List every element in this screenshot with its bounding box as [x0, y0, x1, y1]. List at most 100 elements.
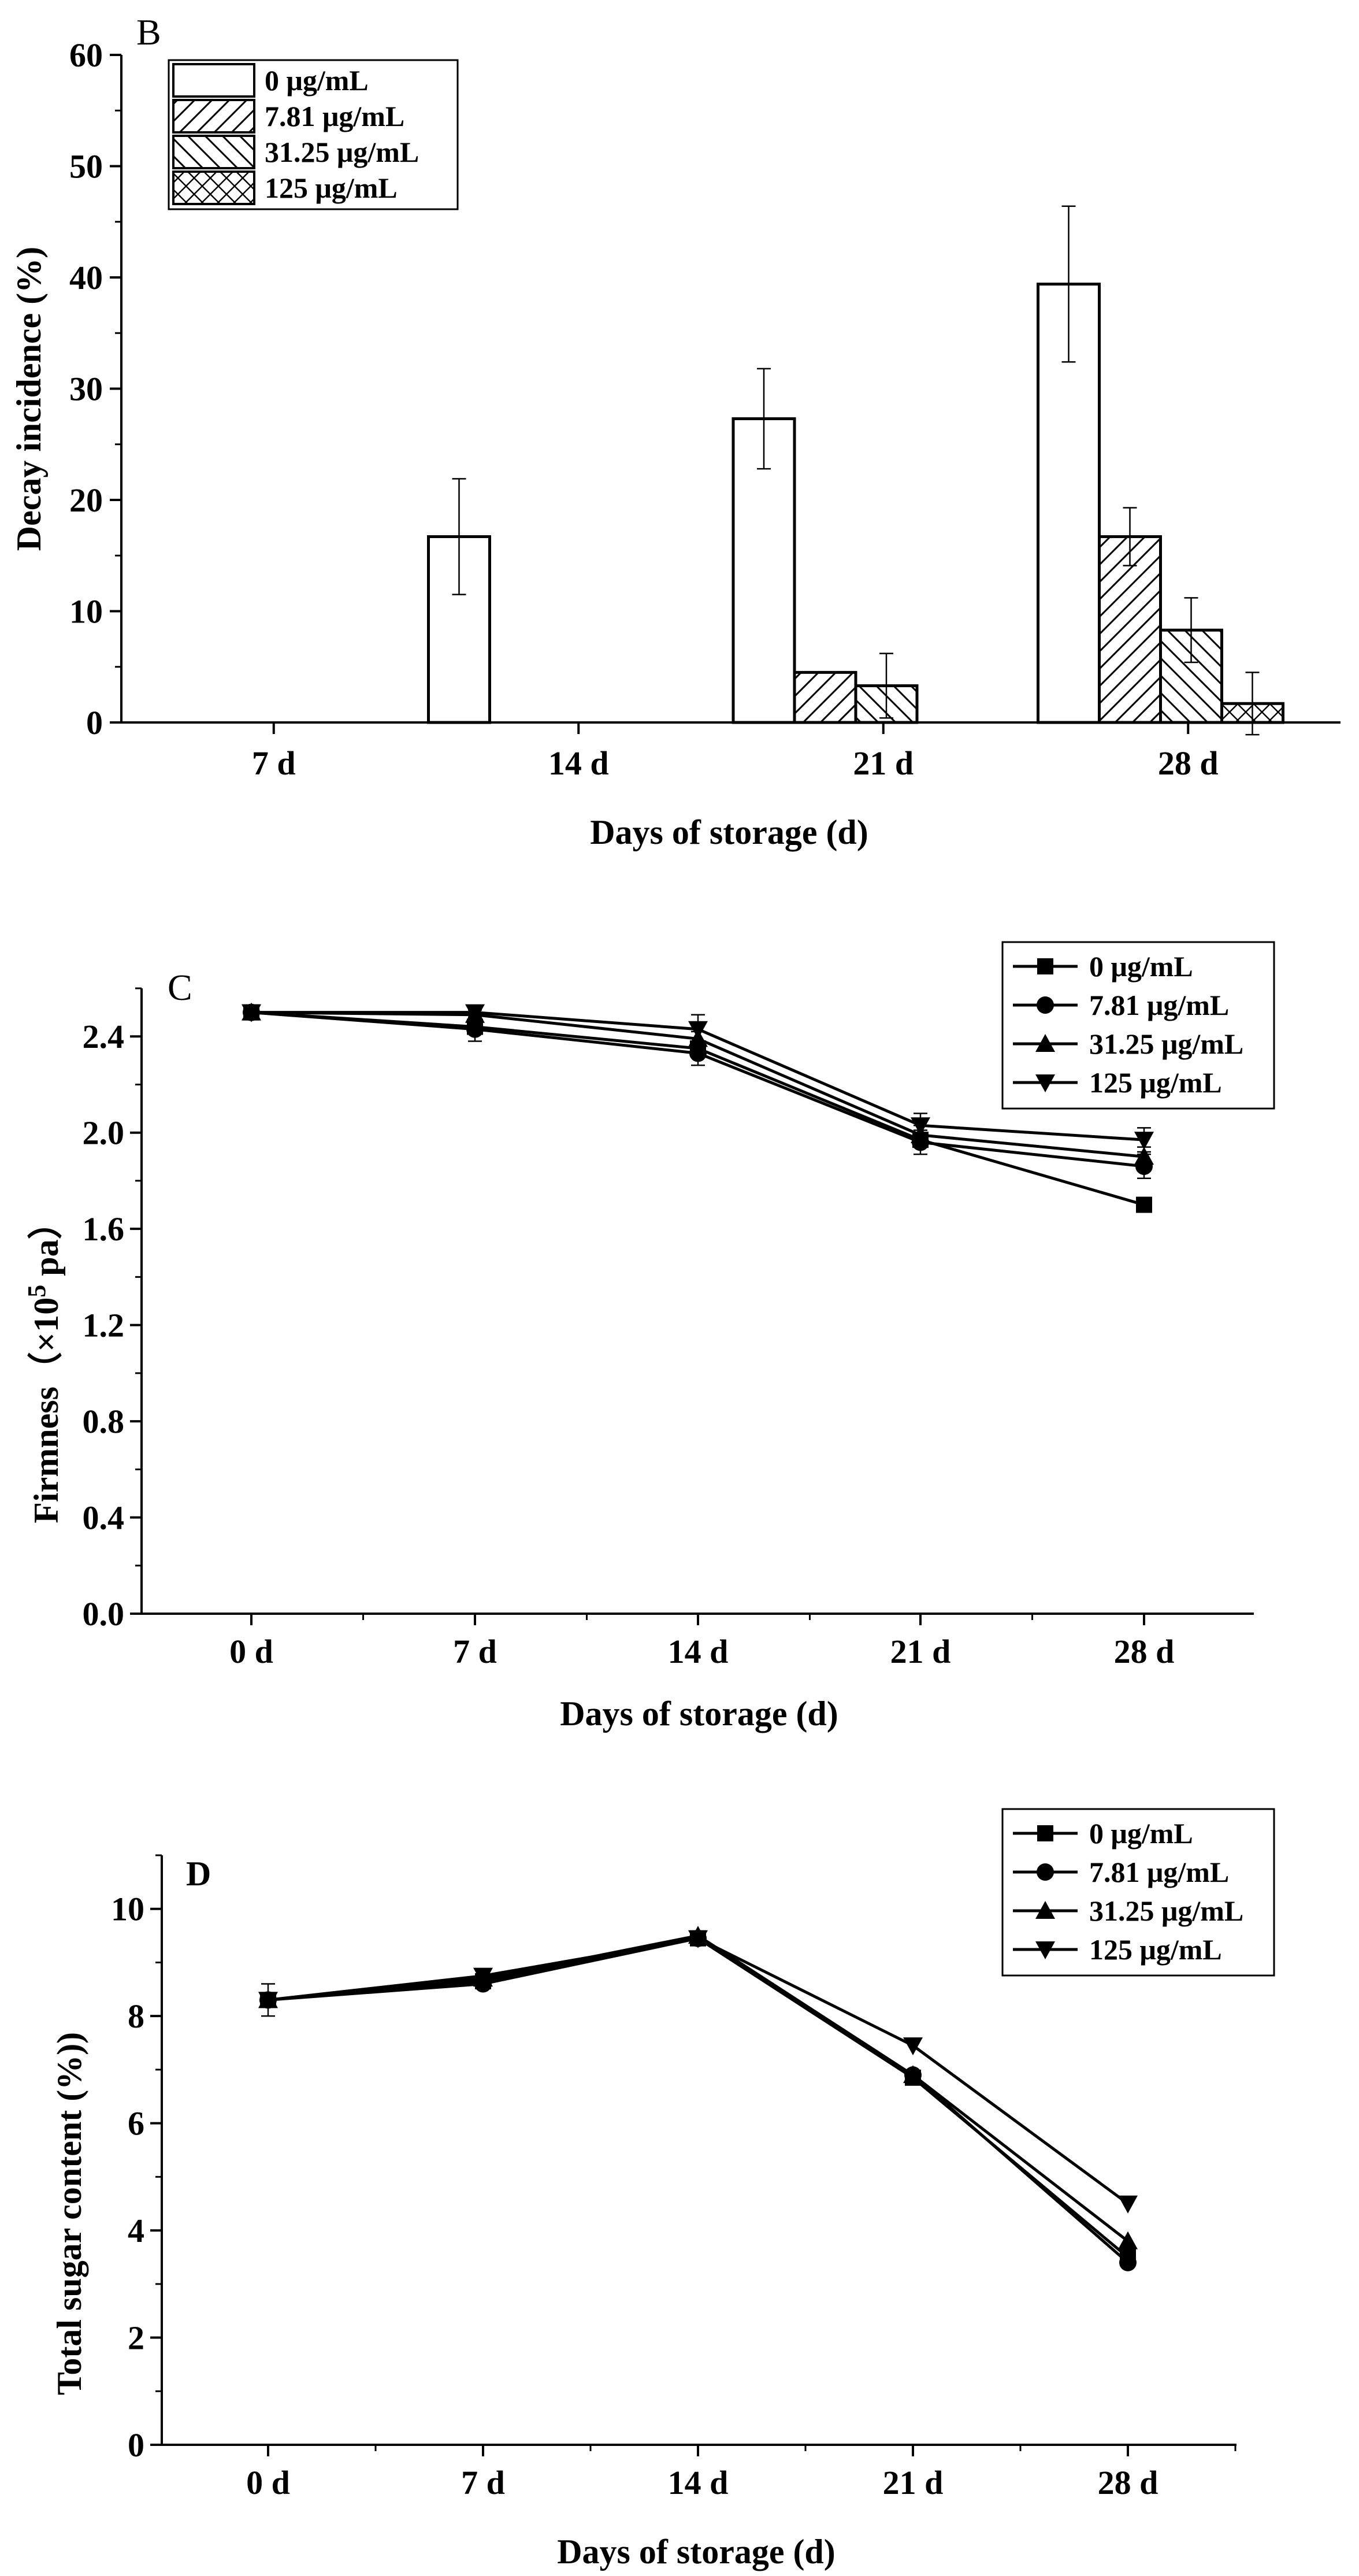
point-125-g-ml-0-d	[258, 1992, 278, 2010]
panel-c-y-tick-label: 0.0	[83, 1595, 125, 1633]
panel-b-x-axis-title: Days of storage (d)	[590, 813, 868, 851]
panel-b-y-tick-label: 0	[86, 704, 103, 742]
panel-b-axes: 0 10 20 30 40 50 60 7 d 14 d 21 d 28 d	[69, 36, 1341, 782]
legend-marker-125-g-ml	[1035, 1941, 1055, 1959]
panel-d-axes: 0 2 4 6 8 10 0 d 7 d 14 d 21 d 28 d	[111, 1854, 1237, 2501]
panel-d-x-tick-label: 28 d	[1098, 2464, 1159, 2501]
line-31-25-g-ml	[268, 1934, 1129, 2243]
panel-b-x-tick-label: 14 d	[548, 744, 609, 782]
panel-b-x-tick-label: 21 d	[853, 744, 914, 782]
legend-label-0-g-ml: 0 μg/mL	[265, 64, 369, 97]
panel-d-chart: D 0 2 4 6 8 10 0 d 7 d 14 d 21 d 28 d 0 μg/mL 7.81 …	[50, 1808, 1275, 2571]
panel-b-y-tick-label: 30	[69, 370, 103, 408]
legend-marker-7-81-g-ml	[1037, 996, 1054, 1014]
panel-b-y-tick-label: 10	[69, 593, 103, 631]
panel-d-y-tick-label: 0	[128, 2426, 144, 2464]
legend-label-125-g-ml: 125 μg/mL	[1089, 1933, 1222, 1966]
panel-c-x-tick-label: 14 d	[668, 1633, 729, 1670]
legend-swatch-7-81-g-ml	[172, 99, 255, 134]
legend-marker-0-g-ml	[1037, 1825, 1053, 1841]
panel-d-legend: 0 μg/mL 7.81 μg/mL 31.25 μg/mL 125 μg/mL	[1001, 1808, 1275, 1977]
panel-c-y-tick-label: 2.0	[83, 1114, 125, 1152]
panel-b-y-tick-label: 20	[69, 481, 103, 519]
panel-c-y-axis-title-unit: pa）	[27, 1204, 65, 1284]
panel-c-y-tick-label: 1.6	[83, 1210, 125, 1248]
bar-7-81-g-ml-28-d	[1098, 535, 1162, 724]
bar-0-g-ml-14-d	[427, 535, 491, 724]
legend-label-31-25-g-ml: 31.25 μg/mL	[1089, 1895, 1243, 1927]
legend-marker-0-g-ml	[1037, 958, 1053, 974]
point-0-g-ml-28-d	[1136, 1196, 1152, 1213]
point-7-81-g-ml-28-d	[1119, 2253, 1137, 2271]
panel-c-series	[242, 1002, 1154, 1213]
legend-swatch-125-g-ml	[172, 171, 255, 205]
line-125-g-ml	[268, 1937, 1129, 2205]
point-31-25-g-ml-21-d	[903, 2065, 923, 2084]
panel-c-axes: 0.0 0.4 0.8 1.2 1.6 2.0 2.4 0 d 7 d 14 d 21 d 28 d	[83, 987, 1254, 1670]
panel-c-letter: C	[168, 967, 192, 1008]
panel-b-legend: 0 μg/mL7.81 μg/mL 31.25 μg/mL 125 μg/mL	[168, 59, 459, 210]
panel-d-y-tick-label: 4	[128, 2212, 144, 2249]
point-125-g-ml-28-d	[1134, 1132, 1154, 1150]
point-7-81-g-ml-14-d	[689, 1044, 707, 1062]
panel-d-x-tick-label: 14 d	[668, 2464, 729, 2501]
panel-c-x-tick-label: 7 d	[453, 1633, 497, 1670]
panel-c-y-tick-label: 0.8	[83, 1403, 125, 1440]
panel-d-x-tick-label: 21 d	[883, 2464, 944, 2501]
panel-c-y-axis-title: Firmness（×105 pa）	[23, 1204, 65, 1523]
point-125-g-ml-7-d	[473, 1967, 493, 1986]
panel-d-x-axis-title: Days of storage (d)	[557, 2533, 836, 2571]
point-125-g-ml-14-d	[688, 1930, 708, 1948]
panel-d-x-tick-label: 0 d	[246, 2464, 290, 2501]
point-125-g-ml-21-d	[911, 1117, 930, 1136]
panel-c-chart: C 0.0 0.4 0.8 1.2 1.6 2.0 2.4 0 d 7 d 14 d 21 d 28 …	[23, 941, 1275, 1733]
legend-label-7-81-g-ml: 7.81 μg/mL	[265, 100, 404, 132]
point-31-25-g-ml-28-d	[1118, 2231, 1138, 2249]
panel-d-y-tick-label: 2	[128, 2319, 144, 2357]
panel-c-y-tick-label: 2.4	[83, 1018, 125, 1055]
point-125-g-ml-14-d	[688, 1021, 708, 1039]
legend-marker-125-g-ml	[1035, 1074, 1055, 1092]
point-7-81-g-ml-7-d	[466, 1020, 484, 1038]
panel-b-y-axis-title: Decay incidence (%)	[10, 247, 48, 551]
panel-c-y-axis-title-main: Firmness（×10	[27, 1298, 65, 1524]
legend-label-31-25-g-ml: 31.25 μg/mL	[1089, 1028, 1243, 1060]
panel-c-y-tick-label: 1.2	[83, 1307, 125, 1344]
legend-marker-31-25-g-ml	[1035, 1034, 1055, 1052]
panel-c-y-axis-title-exponent: 5	[23, 1285, 51, 1298]
panel-b-y-tick-label: 40	[69, 259, 103, 296]
legend-label-7-81-g-ml: 7.81 μg/mL	[1089, 989, 1229, 1021]
panel-d-y-tick-label: 8	[128, 1997, 144, 2035]
panel-b-letter: B	[136, 12, 161, 53]
legend-label-7-81-g-ml: 7.81 μg/mL	[1089, 1856, 1229, 1888]
point-31-25-g-ml-28-d	[1134, 1147, 1154, 1165]
panel-c-y-tick-label: 0.4	[83, 1499, 125, 1537]
point-125-g-ml-28-d	[1118, 2195, 1138, 2214]
panel-b-y-tick-label: 60	[69, 36, 103, 74]
panel-c-x-tick-label: 0 d	[229, 1633, 273, 1670]
panel-b-x-tick-label: 7 d	[252, 744, 296, 782]
legend-label-0-g-ml: 0 μg/mL	[1089, 950, 1193, 983]
panel-c-x-tick-label: 28 d	[1114, 1633, 1175, 1670]
legend-marker-31-25-g-ml	[1035, 1901, 1055, 1919]
panel-b-chart: B 0 10 20 30 40 50 60 7 d 14 d 21 d 28 d 0 μg/mL7.…	[10, 12, 1341, 851]
bar-7-81-g-ml-21-d	[793, 670, 857, 724]
panel-d-y-axis-title: Total sugar content (%))	[50, 2032, 88, 2395]
panel-d-series	[258, 1926, 1138, 2271]
legend-label-125-g-ml: 125 μg/mL	[1089, 1066, 1222, 1099]
panel-c-legend: 0 μg/mL 7.81 μg/mL 31.25 μg/mL 125 μg/mL	[1001, 941, 1275, 1110]
legend-marker-7-81-g-ml	[1037, 1863, 1054, 1881]
panel-d-x-tick-label: 7 d	[461, 2464, 505, 2501]
legend-swatch-31-25-g-ml	[172, 135, 255, 169]
panel-d-y-tick-label: 10	[111, 1891, 144, 1928]
point-125-g-ml-0-d	[242, 1004, 261, 1022]
panel-c-x-tick-label: 21 d	[890, 1633, 951, 1670]
panel-c-x-axis-title: Days of storage (d)	[560, 1695, 838, 1733]
panel-b-x-tick-label: 28 d	[1158, 744, 1219, 782]
point-125-g-ml-21-d	[903, 2037, 923, 2056]
legend-label-31-25-g-ml: 31.25 μg/mL	[265, 136, 419, 168]
panel-d-letter: D	[186, 1855, 211, 1893]
legend-swatch-0-g-ml	[172, 63, 255, 98]
panel-d-y-tick-label: 6	[128, 2105, 144, 2143]
